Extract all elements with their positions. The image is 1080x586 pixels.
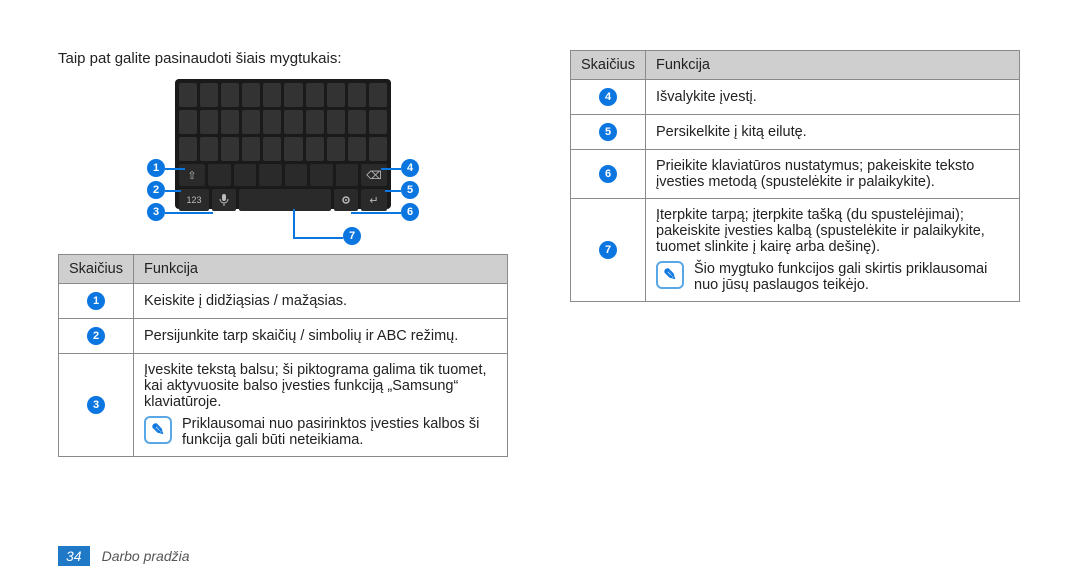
keyboard-diagram: ⇧ ⌫ 123 bbox=[133, 79, 433, 244]
table-row: 4 Išvalykite įvestį. bbox=[571, 80, 1020, 115]
mode-key: 123 bbox=[179, 189, 209, 211]
table-row: 7 Įterpkite tarpą; įterpkite tašką (du s… bbox=[571, 199, 1020, 302]
callout-6: 6 bbox=[401, 203, 419, 221]
col-number-header: Skaičius bbox=[59, 255, 134, 284]
callout-5: 5 bbox=[401, 181, 419, 199]
row-number-badge: 1 bbox=[87, 292, 105, 310]
row-number-badge: 7 bbox=[599, 241, 617, 259]
gear-icon bbox=[340, 194, 352, 206]
info-note: ✎ Šio mygtuko funkcijos gali skirtis pri… bbox=[656, 261, 1009, 293]
row-function-text: Įterpkite tarpą; įterpkite tašką (du spu… bbox=[656, 207, 985, 255]
right-table: Skaičius Funkcija 4 Išvalykite įvestį. 5… bbox=[570, 50, 1020, 302]
table-row: 2 Persijunkite tarp skaičių / simbolių i… bbox=[59, 319, 508, 354]
keyboard-fn-row-bottom: 123 ↵ bbox=[179, 189, 387, 211]
col-function-header: Funkcija bbox=[646, 51, 1020, 80]
left-column: Taip pat galite pasinaudoti šiais mygtuk… bbox=[58, 50, 508, 457]
note-text: Šio mygtuko funkcijos gali skirtis prikl… bbox=[694, 261, 1009, 293]
mic-key bbox=[212, 189, 236, 211]
callout-1: 1 bbox=[147, 159, 165, 177]
note-icon: ✎ bbox=[144, 416, 172, 444]
settings-key bbox=[334, 189, 358, 211]
row-function: Persijunkite tarp skaičių / simbolių ir … bbox=[134, 319, 508, 354]
row-function: Įveskite tekstą balsu; ši piktograma gal… bbox=[134, 354, 508, 457]
microphone-icon bbox=[219, 194, 229, 206]
callout-4: 4 bbox=[401, 159, 419, 177]
page: Taip pat galite pasinaudoti šiais mygtuk… bbox=[0, 0, 1080, 586]
keyboard-fn-row-top: ⇧ ⌫ bbox=[179, 164, 387, 186]
page-number: 34 bbox=[58, 546, 90, 566]
return-key: ↵ bbox=[361, 189, 387, 211]
space-key bbox=[239, 189, 331, 211]
table-header-row: Skaičius Funkcija bbox=[571, 51, 1020, 80]
table-row: 6 Prieikite klaviatūros nustatymus; pake… bbox=[571, 150, 1020, 199]
row-function-text: Įveskite tekstą balsu; ši piktograma gal… bbox=[144, 362, 487, 410]
row-function: Prieikite klaviatūros nustatymus; pakeis… bbox=[646, 150, 1020, 199]
table-row: 3 Įveskite tekstą balsu; ši piktograma g… bbox=[59, 354, 508, 457]
table-row: 1 Keiskite į didžiąsias / mažąsias. bbox=[59, 284, 508, 319]
row-number-badge: 4 bbox=[599, 88, 617, 106]
row-number-badge: 2 bbox=[87, 327, 105, 345]
callout-3: 3 bbox=[147, 203, 165, 221]
left-table: Skaičius Funkcija 1 Keiskite į didžiąsia… bbox=[58, 254, 508, 457]
info-note: ✎ Priklausomai nuo pasirinktos įvesties … bbox=[144, 416, 497, 448]
col-function-header: Funkcija bbox=[134, 255, 508, 284]
row-number-badge: 3 bbox=[87, 396, 105, 414]
note-text: Priklausomai nuo pasirinktos įvesties ka… bbox=[182, 416, 497, 448]
section-title: Darbo pradžia bbox=[102, 548, 190, 564]
table-header-row: Skaičius Funkcija bbox=[59, 255, 508, 284]
right-column: Skaičius Funkcija 4 Išvalykite įvestį. 5… bbox=[570, 50, 1020, 302]
row-function: Išvalykite įvestį. bbox=[646, 80, 1020, 115]
keyboard-body: ⇧ ⌫ 123 bbox=[175, 79, 391, 209]
table-row: 5 Persikelkite į kitą eilutę. bbox=[571, 115, 1020, 150]
callout-2: 2 bbox=[147, 181, 165, 199]
col-number-header: Skaičius bbox=[571, 51, 646, 80]
row-number-badge: 5 bbox=[599, 123, 617, 141]
note-icon: ✎ bbox=[656, 261, 684, 289]
keyboard-letter-rows bbox=[179, 83, 387, 161]
row-number-badge: 6 bbox=[599, 165, 617, 183]
row-function: Įterpkite tarpą; įterpkite tašką (du spu… bbox=[646, 199, 1020, 302]
intro-text: Taip pat galite pasinaudoti šiais mygtuk… bbox=[58, 50, 508, 67]
row-function: Persikelkite į kitą eilutę. bbox=[646, 115, 1020, 150]
callout-7: 7 bbox=[343, 227, 361, 245]
row-function: Keiskite į didžiąsias / mažąsias. bbox=[134, 284, 508, 319]
page-footer: 34 Darbo pradžia bbox=[58, 546, 190, 566]
